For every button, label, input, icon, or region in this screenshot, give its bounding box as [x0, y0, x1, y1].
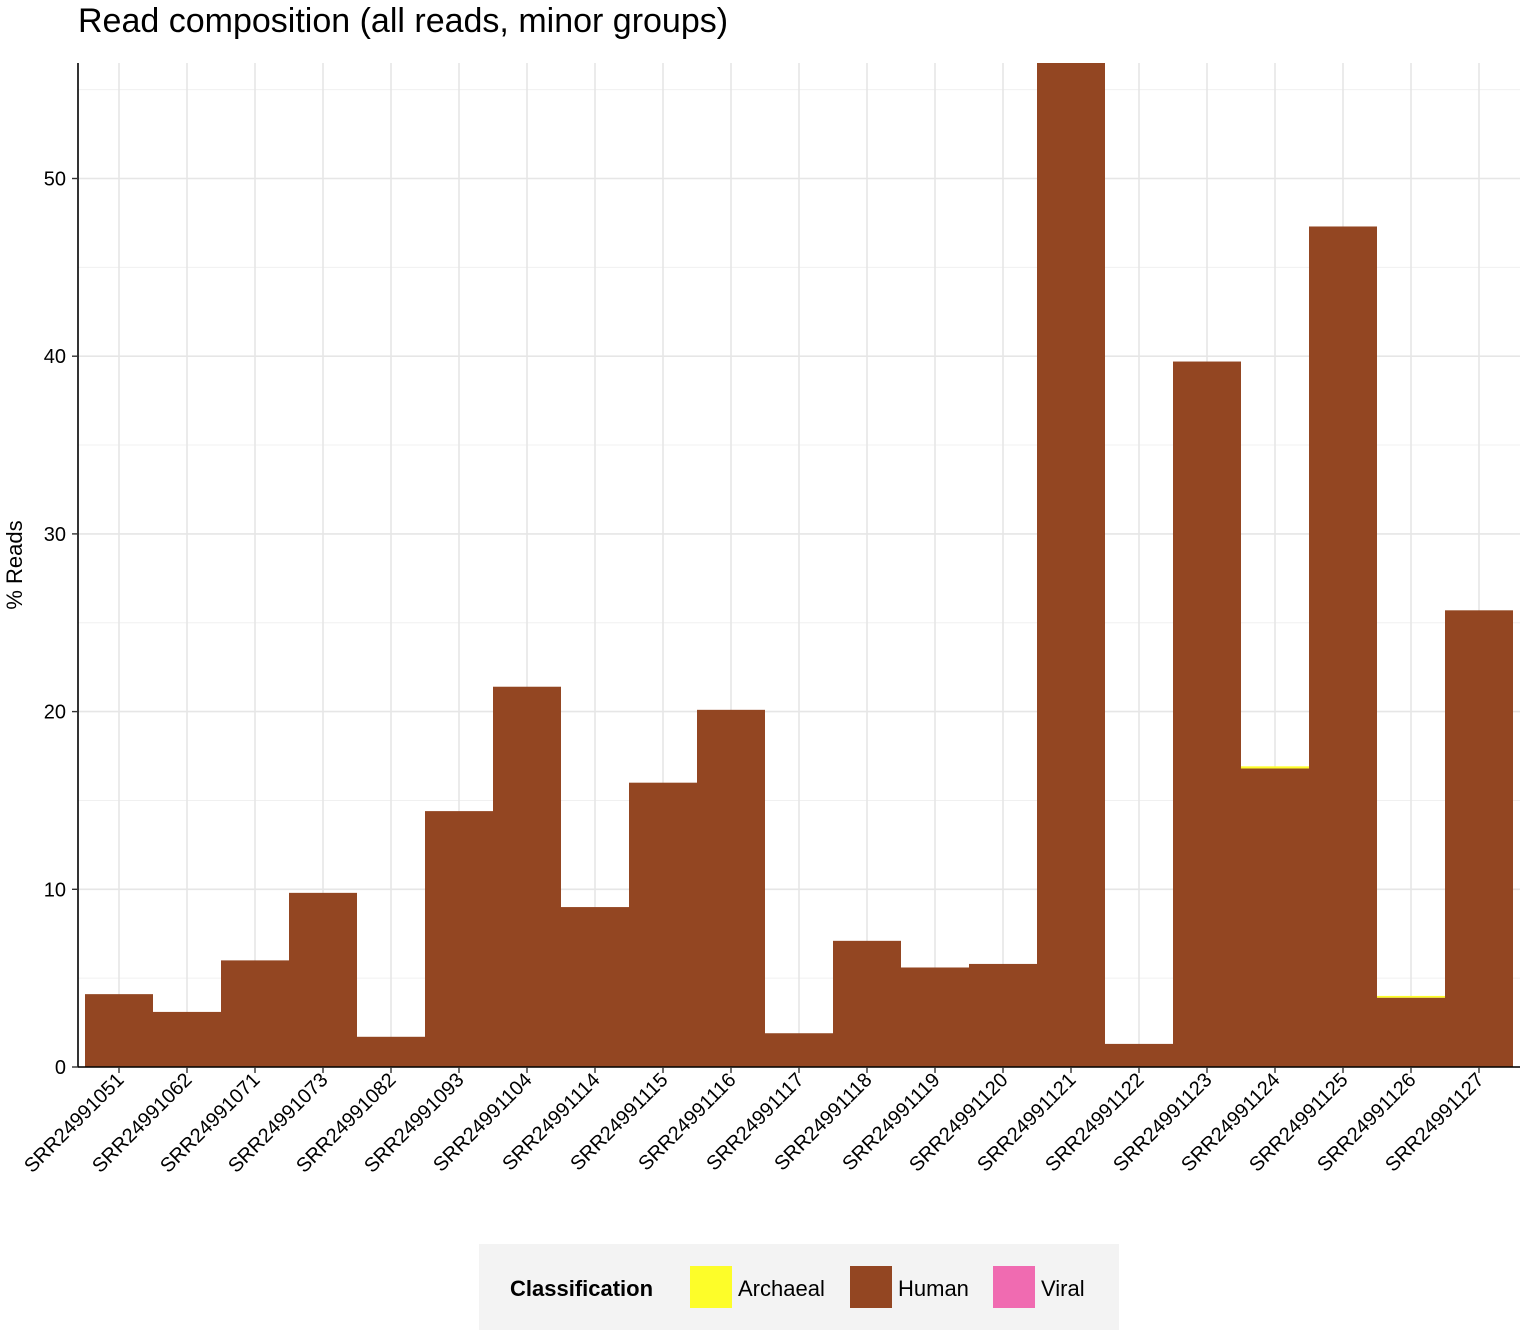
- legend: [479, 1244, 1119, 1330]
- bar-human: SRR24991123 — Human: 39.7: [1173, 361, 1241, 1067]
- y-tick-label: 10: [44, 879, 66, 901]
- bar-archaeal: SRR24991126 — Archaeal: 0.1: [1377, 995, 1445, 998]
- y-tick-label: 50: [44, 169, 66, 191]
- y-tick-label: 40: [44, 346, 66, 368]
- bar-human: SRR24991062 — Human: 3.1: [153, 1011, 221, 1067]
- bar-human: SRR24991116 — Human: 20.1: [697, 709, 765, 1067]
- bar-human: SRR24991119 — Human: 5.6: [901, 967, 969, 1067]
- gridlines: [78, 63, 1520, 1068]
- x-axis-ticks: SRR24991051SRR24991062SRR24991071SRR2499…: [20, 1067, 1489, 1177]
- bar-human: SRR24991104 — Human: 21.4: [493, 686, 561, 1067]
- bar-human: SRR24991118 — Human: 7.1: [833, 940, 901, 1067]
- bar-human: SRR24991051 — Human: 4.1: [85, 994, 153, 1067]
- bar-archaeal: SRR24991124 — Archaeal: 0.12: [1241, 766, 1309, 769]
- y-tick-label: 30: [44, 524, 66, 546]
- y-axis-ticks: 0 10 20 30 40 50: [44, 169, 78, 1079]
- bar-human: SRR24991122 — Human: 1.3: [1105, 1043, 1173, 1067]
- chart-title: Read composition (all reads, minor group…: [78, 2, 729, 40]
- bar-human: SRR24991073 — Human: 9.8: [289, 892, 357, 1067]
- bar-human: SRR24991115 — Human: 16: [629, 782, 697, 1067]
- bar-human: SRR24991121 — Human: 56.5: [1037, 63, 1105, 1067]
- bar-human: SRR24991114 — Human: 9: [561, 907, 629, 1067]
- bar-human: SRR24991082 — Human: 1.7: [357, 1036, 425, 1067]
- bar-human: SRR24991071 — Human: 6: [221, 960, 289, 1067]
- bar-human: SRR24991125 — Human: 47.3: [1309, 226, 1377, 1068]
- bar-human: SRR24991093 — Human: 14.4: [425, 811, 493, 1067]
- y-axis-title: % Reads: [2, 520, 27, 609]
- bar-human: SRR24991126 — Human: 3.9: [1377, 997, 1445, 1067]
- bar-human: SRR24991120 — Human: 5.8: [969, 963, 1037, 1067]
- bar-human: SRR24991127 — Human: 25.7: [1445, 610, 1513, 1067]
- y-tick-label: 20: [44, 702, 66, 724]
- bar-human: SRR24991117 — Human: 1.9: [765, 1033, 833, 1067]
- y-tick-label: 0: [55, 1057, 66, 1079]
- bar-human: SRR24991124 — Human: 16.8: [1241, 768, 1309, 1067]
